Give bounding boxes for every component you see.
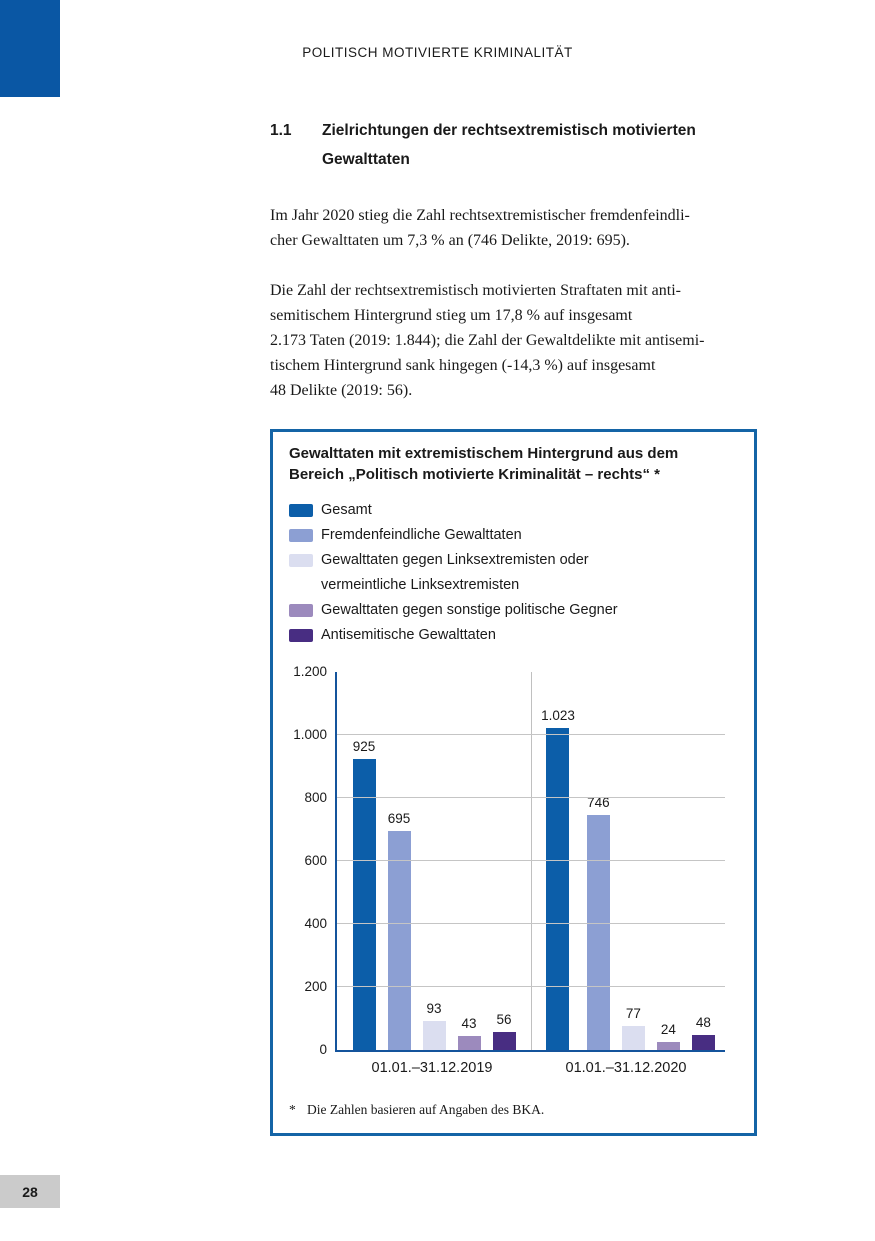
section-number: 1.1 (270, 122, 292, 139)
bar-value-label: 77 (625, 1005, 641, 1021)
bar-holder: 93 (422, 1000, 446, 1050)
legend-swatch-icon (289, 604, 313, 617)
bar-holder: 48 (691, 1014, 715, 1050)
plot-area: 925 695 93 43 56 1.023 746 77 24 48 (335, 672, 725, 1052)
gridline (337, 797, 725, 798)
legend-item: Gewalttaten gegen Linksextremisten oder … (289, 548, 738, 598)
bar-holder: 56 (492, 1012, 516, 1050)
figure-title: Gewalttaten mit extremistischem Hintergr… (289, 445, 679, 483)
bar (352, 758, 376, 1050)
figure-footnote: * Die Zahlen basieren auf Angaben des BK… (289, 1102, 738, 1118)
bar (656, 1042, 680, 1050)
y-tick-label: 600 (304, 853, 327, 868)
bar-group: 1.023 746 77 24 48 (531, 672, 725, 1050)
page-number: 28 (0, 1175, 60, 1208)
y-tick-label: 400 (304, 916, 327, 931)
bar-value-label: 93 (426, 1000, 442, 1016)
bar-chart: 0 200 400 600 800 1.000 1.200 925 695 93 43 56 1.02… (289, 664, 754, 1076)
legend-item: Antisemitische Gewalttaten (289, 623, 738, 648)
bar-groups: 925 695 93 43 56 1.023 746 77 24 48 (337, 672, 725, 1050)
legend-swatch-icon (289, 504, 313, 517)
bar-value-label: 1.023 (541, 707, 575, 723)
gridline (337, 860, 725, 861)
bar-value-label: 746 (587, 795, 610, 811)
bar-value-label: 48 (695, 1014, 711, 1030)
legend-label: Gewalttaten gegen sonstige politische Ge… (321, 602, 618, 618)
bar-group: 925 695 93 43 56 (337, 672, 531, 1050)
legend-swatch-icon (289, 629, 313, 642)
bar-value-label: 695 (387, 811, 411, 827)
x-axis-label: 01.01.–31.12.2019 (371, 1060, 493, 1076)
section-title: Zielrichtungen der rechtsextremistisch m… (322, 122, 696, 168)
running-head: POLITISCH MOTIVIERTE KRIMINALITÄT (302, 45, 573, 60)
legend-swatch-icon (289, 554, 313, 567)
y-axis: 0 200 400 600 800 1.000 1.200 (289, 664, 335, 1057)
chart-legend: Gesamt Fremdenfeindliche Gewalttaten Gewal… (289, 498, 738, 648)
page-content: 1.1 Zielrichtungen der rechtsextremistis… (270, 116, 757, 1136)
y-tick-label: 0 (319, 1042, 327, 1057)
bar (457, 1036, 481, 1050)
legend-item: Gesamt (289, 498, 738, 523)
bar (691, 1034, 715, 1050)
legend-item: Fremdenfeindliche Gewalttaten (289, 523, 738, 548)
bar-holder: 925 (352, 738, 376, 1050)
y-tick-label: 800 (304, 790, 327, 805)
y-tick-label: 1.000 (293, 727, 327, 742)
y-tick-label: 1.200 (293, 664, 327, 679)
corner-accent-block (0, 0, 60, 97)
bar-holder: 1.023 (541, 708, 575, 1050)
bar-value-label: 43 (461, 1016, 477, 1032)
footnote-marker: * (289, 1102, 296, 1117)
bar-holder: 746 (586, 795, 610, 1050)
y-tick-label: 200 (304, 979, 327, 994)
bar-value-label: 56 (496, 1012, 512, 1028)
plot-column: 925 695 93 43 56 1.023 746 77 24 48 01.01.–31.12.… (335, 672, 725, 1076)
legend-label: Antisemitische Gewalttaten (321, 627, 496, 643)
legend-label: Fremdenfeindliche Gewalttaten (321, 527, 522, 543)
gridline (337, 923, 725, 924)
gridline (337, 734, 725, 735)
gridline (337, 986, 725, 987)
legend-label: Gewalttaten gegen Linksextremisten oder … (321, 552, 589, 593)
section-heading: 1.1 Zielrichtungen der rechtsextremistis… (270, 116, 757, 174)
bar (546, 727, 570, 1050)
x-axis-label: 01.01.–31.12.2020 (565, 1060, 687, 1076)
bar-value-label: 925 (352, 738, 376, 754)
legend-item: Gewalttaten gegen sonstige politische Ge… (289, 598, 738, 623)
bar-value-label: 24 (660, 1022, 676, 1038)
legend-label: Gesamt (321, 502, 372, 518)
bar (621, 1025, 645, 1050)
bar-holder: 43 (457, 1016, 481, 1050)
bar-holder: 695 (387, 811, 411, 1050)
legend-swatch-icon (289, 529, 313, 542)
x-axis-labels: 01.01.–31.12.2019 01.01.–31.12.2020 (335, 1060, 723, 1076)
bar-holder: 77 (621, 1005, 645, 1050)
bar (492, 1032, 516, 1050)
bar-holder: 24 (656, 1022, 680, 1050)
paragraph-1: Im Jahr 2020 stieg die Zahl rechtsextrem… (270, 207, 690, 249)
figure-box: Gewalttaten mit extremistischem Hintergr… (270, 429, 757, 1136)
bar (387, 831, 411, 1050)
footnote-text: Die Zahlen basieren auf Angaben des BKA. (307, 1102, 545, 1117)
bar (586, 815, 610, 1050)
bar (422, 1020, 446, 1050)
group-divider (531, 672, 532, 1050)
paragraph-2: Die Zahl der rechtsextremistisch motivie… (270, 282, 705, 399)
